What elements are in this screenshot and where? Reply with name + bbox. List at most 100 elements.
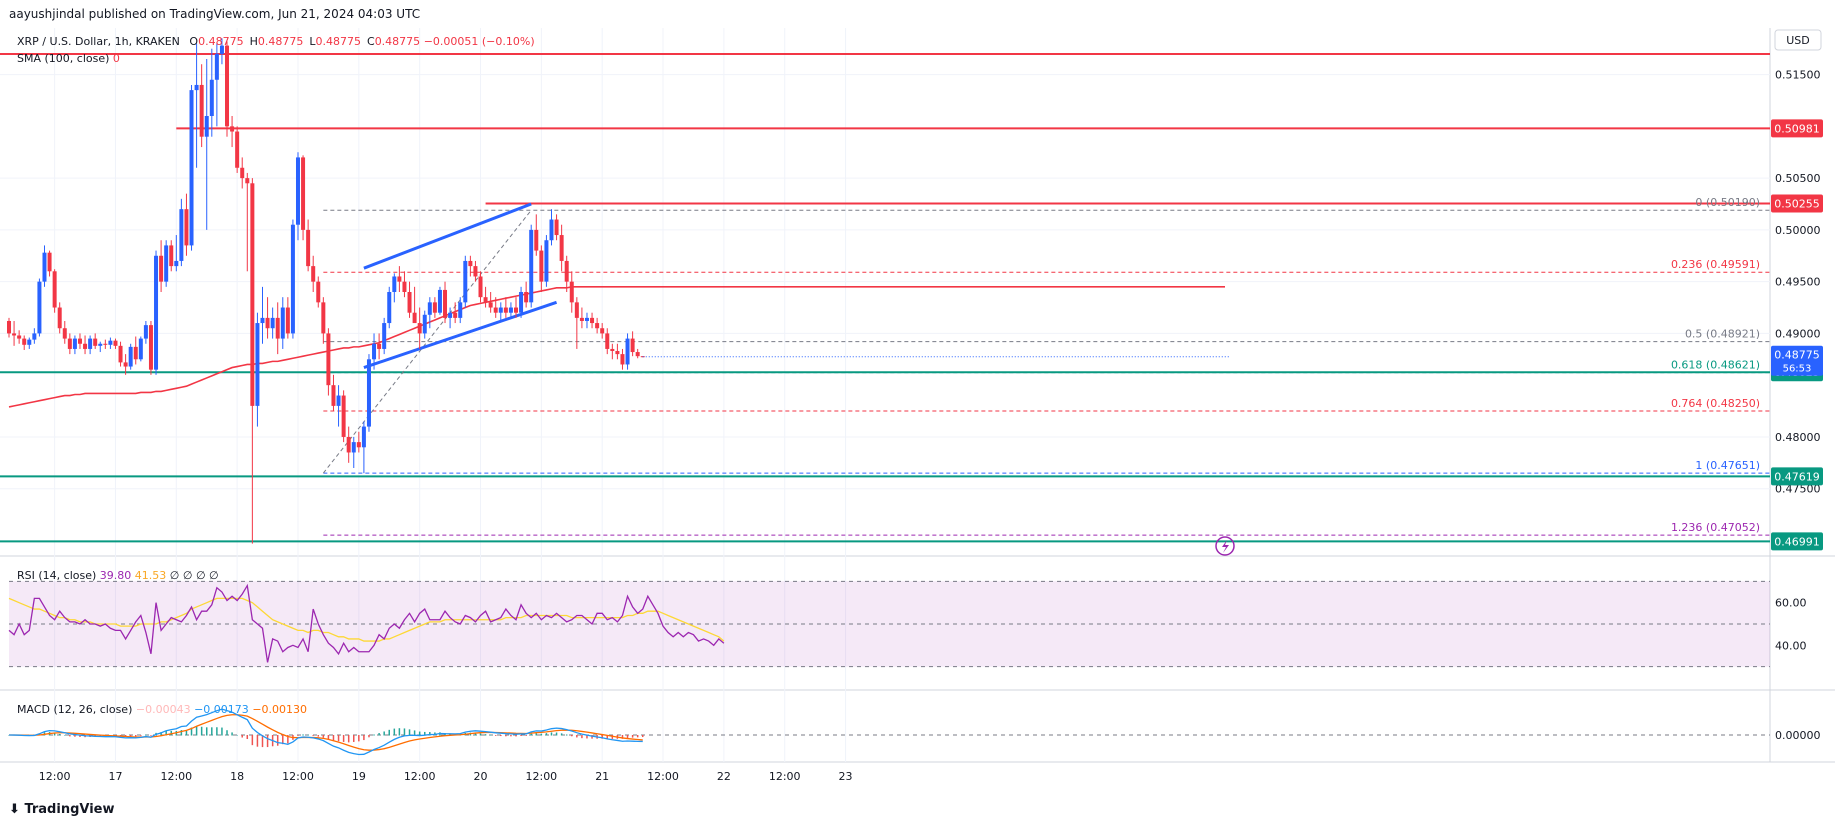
candle-body	[235, 131, 240, 168]
candle-body	[569, 281, 574, 303]
rsi-value: 39.80	[99, 569, 132, 582]
candle-body	[295, 157, 300, 225]
tradingview-logo[interactable]: ⬇ TradingView	[9, 802, 115, 817]
time-tick-label: 19	[352, 770, 366, 783]
candle-body	[564, 260, 569, 282]
sma-100-line	[8, 286, 699, 408]
candle-body	[321, 302, 326, 334]
ohlc-key: H	[249, 35, 258, 48]
rsi-extra-value: ∅	[192, 569, 206, 582]
candle-body	[148, 325, 153, 370]
candle-body	[539, 250, 544, 282]
candle-body	[366, 359, 371, 427]
candle-body	[615, 351, 620, 355]
candle-body	[361, 426, 366, 448]
tradingview-logo-icon: ⬇	[9, 802, 20, 817]
candle-body	[301, 157, 306, 230]
candle-body	[412, 312, 417, 324]
ohlc-l: L0.48775	[309, 35, 361, 48]
candle-body	[123, 362, 128, 367]
level-price-tag	[1771, 467, 1823, 486]
candle-body	[103, 343, 108, 345]
candle-body	[7, 320, 11, 334]
candle-body	[382, 323, 387, 349]
candle-body	[164, 245, 169, 282]
ohlc-key: O	[189, 35, 199, 48]
macd-label: MACD (12, 26, close)	[17, 703, 133, 716]
candle-body	[478, 276, 483, 298]
candle-body	[625, 338, 630, 365]
candle-body	[620, 354, 625, 365]
candle-body	[579, 317, 584, 321]
ohlc-value: 0.48775	[257, 35, 304, 48]
candle-body	[432, 302, 437, 313]
candle-body	[458, 302, 463, 318]
candle-body	[311, 266, 316, 282]
candle-body	[473, 266, 478, 277]
level-price-tag	[1771, 119, 1823, 138]
level-price-tag	[1771, 532, 1823, 551]
candle-body	[544, 240, 549, 282]
symbol-line: XRP / U.S. Dollar, 1h, KRAKEN O0.48775 H0…	[17, 35, 535, 48]
price-tick-label: 0.51500	[1775, 69, 1821, 82]
macd-signal-value: −0.00130	[252, 703, 308, 716]
price-tick-label: 0.49000	[1775, 327, 1821, 340]
price-tick-label: 0.47500	[1775, 483, 1821, 496]
candle-body	[83, 343, 88, 349]
candle-body	[448, 312, 453, 318]
candle-body	[260, 317, 265, 324]
candle-body	[154, 255, 159, 370]
candle-body	[214, 53, 219, 80]
rsi-legend: RSI (14, close) 39.80 41.53 ∅ ∅ ∅ ∅	[17, 569, 219, 582]
fib-level-label: 0.236 (0.49591)	[1671, 258, 1760, 271]
candle-body	[138, 338, 143, 360]
candle-body	[524, 292, 529, 303]
candle-body	[503, 307, 508, 313]
candle-body	[463, 260, 468, 303]
candle-body	[77, 338, 82, 344]
candle-body	[346, 436, 351, 453]
fib-level-label: 1 (0.47651)	[1695, 459, 1760, 472]
time-tick-label: 20	[474, 770, 488, 783]
candle-body	[387, 292, 392, 324]
candle-body	[453, 312, 458, 318]
level-price-text: 0.47619	[1774, 470, 1820, 483]
ohlc-key: C	[367, 35, 375, 48]
macd-legend: MACD (12, 26, close) −0.00043 −0.00173 −…	[17, 703, 307, 716]
sma-value: 0	[112, 52, 120, 65]
rsi-extra-value: ∅	[205, 569, 219, 582]
level-price-text: 0.50981	[1774, 122, 1820, 135]
candle-body	[519, 292, 524, 313]
lightning-icon	[1215, 536, 1235, 556]
candle-body	[529, 229, 534, 303]
candle-body	[37, 281, 42, 334]
candle-body	[280, 307, 285, 339]
candle-body	[98, 343, 103, 346]
candle-body	[219, 45, 224, 54]
rsi-extra-value: ∅	[179, 569, 193, 582]
candle-body	[437, 289, 442, 313]
candle-body	[559, 235, 564, 261]
sma-label: SMA (100, close)	[17, 52, 110, 65]
currency-label: USD	[1786, 34, 1810, 47]
level-price-text: 0.46991	[1774, 535, 1820, 548]
currency-box	[1774, 29, 1822, 51]
rsi-extra-value: ∅	[169, 569, 180, 582]
time-tick-label: 12:00	[525, 770, 557, 783]
candle-body	[427, 302, 432, 315]
candle-body	[225, 45, 230, 127]
lightning-icon-glyph	[1222, 540, 1229, 553]
candle-body	[610, 348, 615, 352]
macd-hist-value: −0.00043	[135, 703, 191, 716]
candle-body	[443, 289, 448, 318]
ohlc-value: 0.48775	[374, 35, 421, 48]
candle-body	[508, 307, 513, 313]
rsi-ma-line	[8, 597, 725, 642]
candle-body	[514, 307, 518, 313]
rsi-ma-value: 41.53	[134, 569, 167, 582]
candle-body	[417, 323, 422, 334]
candle-body	[630, 338, 635, 353]
countdown-text: 56:53	[1783, 364, 1812, 375]
current-price-text: 0.48775	[1774, 349, 1820, 362]
